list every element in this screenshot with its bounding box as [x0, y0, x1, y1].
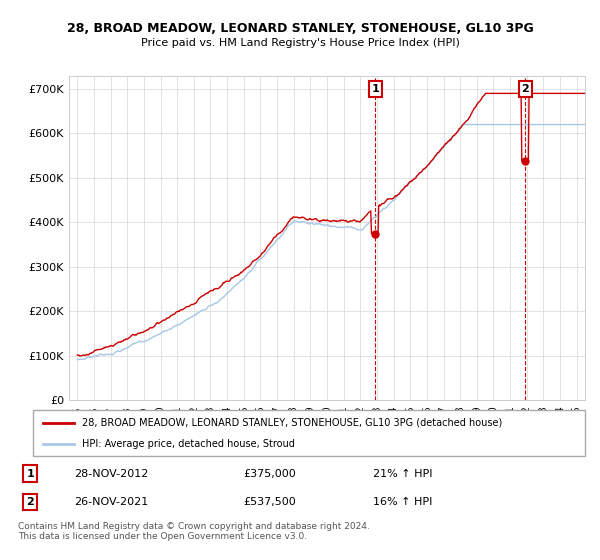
Text: 28, BROAD MEADOW, LEONARD STANLEY, STONEHOUSE, GL10 3PG (detached house): 28, BROAD MEADOW, LEONARD STANLEY, STONE…: [82, 418, 502, 428]
Text: Contains HM Land Registry data © Crown copyright and database right 2024.
This d: Contains HM Land Registry data © Crown c…: [18, 522, 370, 542]
Text: 21% ↑ HPI: 21% ↑ HPI: [373, 469, 433, 479]
Text: 16% ↑ HPI: 16% ↑ HPI: [373, 497, 433, 507]
Text: HPI: Average price, detached house, Stroud: HPI: Average price, detached house, Stro…: [82, 439, 295, 449]
FancyBboxPatch shape: [33, 410, 585, 456]
Text: 1: 1: [26, 469, 34, 479]
Text: Price paid vs. HM Land Registry's House Price Index (HPI): Price paid vs. HM Land Registry's House …: [140, 38, 460, 48]
Text: £537,500: £537,500: [244, 497, 296, 507]
Text: 2: 2: [521, 84, 529, 94]
Text: £375,000: £375,000: [244, 469, 296, 479]
Text: 28, BROAD MEADOW, LEONARD STANLEY, STONEHOUSE, GL10 3PG: 28, BROAD MEADOW, LEONARD STANLEY, STONE…: [67, 22, 533, 35]
Text: 28-NOV-2012: 28-NOV-2012: [74, 469, 149, 479]
Text: 2: 2: [26, 497, 34, 507]
Text: 1: 1: [371, 84, 379, 94]
Text: 26-NOV-2021: 26-NOV-2021: [74, 497, 149, 507]
